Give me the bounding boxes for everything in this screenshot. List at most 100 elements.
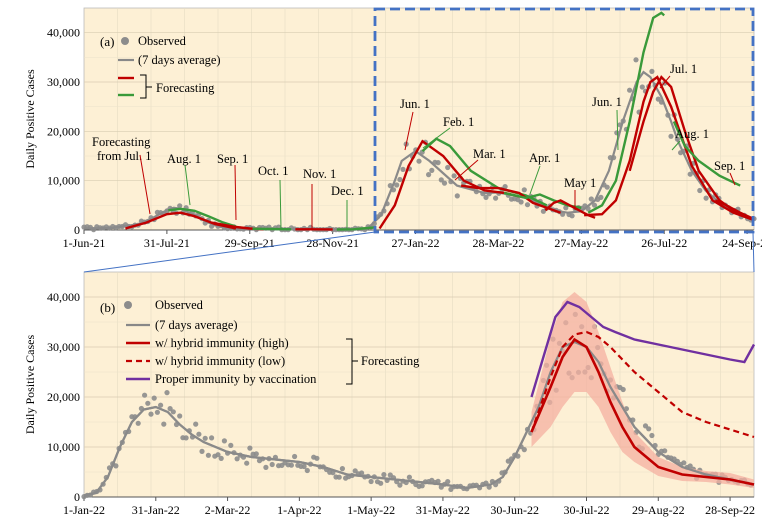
legend-vaccination-b: Proper immunity by vaccination [155, 372, 317, 386]
observed-point [196, 431, 202, 437]
observed-point [381, 472, 387, 478]
x-tick-label-a-7: 26-Jul-22 [641, 236, 687, 250]
observed-point [435, 478, 441, 484]
vaccination-line [530, 300, 756, 398]
annotation-nov1: Nov. 1 [303, 167, 336, 181]
leader-line-0 [139, 154, 151, 215]
observed-point [209, 435, 215, 441]
leader-line-12 [659, 75, 671, 89]
observed-point [244, 460, 250, 466]
y-tick-label-b-4: 40,000 [47, 290, 80, 304]
observed-point [339, 466, 345, 472]
annotation-may1: May 1 [564, 176, 596, 190]
x-tick-label-a-8: 24-Sep-22 [722, 236, 762, 250]
connector-left [83, 231, 376, 273]
forecast-line-1 [168, 207, 237, 228]
y-tick-label-b-2: 20,000 [47, 390, 80, 404]
x-tick-label-a-4: 27-Jan-22 [392, 236, 440, 250]
panel-b: 0 10,000 20,000 30,000 40,000 1-Jan-22 31-Jan-… [23, 271, 756, 517]
average-line-b-top [83, 340, 755, 497]
annotation-jun1-green: Jun. 1 [592, 95, 622, 109]
observed-point [588, 196, 594, 202]
observed-point [378, 480, 384, 486]
observed-point [524, 202, 531, 208]
observed-point [218, 455, 224, 461]
observed-point [161, 421, 167, 427]
observed-point [426, 172, 432, 178]
observed-point [304, 467, 310, 474]
x-tick-label-a-1: 31-Jul-21 [144, 236, 190, 250]
annotation-feb1: Feb. 1 [443, 115, 474, 129]
observed-point [406, 474, 412, 480]
observed-point [429, 167, 435, 173]
observed-point [454, 193, 460, 199]
observed-point [397, 176, 403, 183]
leader-line-13 [671, 140, 681, 151]
observed-point [697, 187, 703, 194]
observed-point [493, 195, 499, 201]
legend-bracket-b [346, 338, 358, 385]
observed-point [215, 452, 221, 458]
leader-line-11 [616, 109, 619, 151]
y-tick-label-a-0: 0 [74, 223, 80, 237]
observed-point [301, 463, 307, 470]
observed-point [202, 435, 208, 441]
forecast-line-11 [587, 11, 665, 214]
legend-observed-marker-a [121, 37, 129, 45]
annotation-sep1-left: Sep. 1 [217, 152, 248, 166]
legend-observed-b: Observed [155, 298, 204, 312]
y-axis-label-b: Daily Positive Cases [23, 335, 37, 435]
observed-point [627, 87, 633, 93]
x-tick-label-a-0: 1-Jun-21 [63, 236, 106, 250]
observed-point [288, 462, 294, 468]
observed-point [438, 177, 444, 183]
y-tick-label-b-0: 0 [74, 490, 80, 504]
observed-point [620, 386, 626, 393]
annotation-aug1-left: Aug. 1 [167, 152, 201, 166]
y-axis-label-a: Daily Positive Cases [23, 69, 37, 169]
x-tick-label-b-7: 30-Jul-22 [564, 503, 610, 517]
legend-low-b: w/ hybrid immunity (low) [155, 354, 285, 368]
observed-point [435, 160, 441, 166]
observed-point [687, 171, 693, 177]
x-tick-label-b-0: 1-Jan-22 [63, 503, 105, 517]
x-tick-label-b-5: 31-May-22 [416, 503, 470, 517]
observed-point [228, 442, 234, 448]
observed-point [234, 456, 240, 462]
forecast-line-13 [628, 75, 741, 217]
x-tick-label-b-9: 28-Sep-22 [705, 503, 755, 517]
observed-point [170, 409, 176, 415]
y-tick-label-a-1: 10,000 [47, 174, 80, 188]
annotation-oct1: Oct. 1 [258, 164, 289, 178]
observed-point [394, 182, 400, 188]
observed-point [687, 463, 693, 469]
observed-point [221, 438, 227, 444]
observed-point [668, 133, 674, 139]
legend-high-b: w/ hybrid immunity (high) [155, 336, 289, 350]
leader-line-3 [279, 179, 282, 230]
observed-point [158, 402, 164, 408]
y-tick-label-a-3: 30,000 [47, 75, 80, 89]
legend-forecasting-a: Forecasting [156, 81, 215, 95]
leader-line-14 [729, 172, 736, 186]
observed-point [314, 455, 320, 461]
observed-point [164, 390, 170, 396]
legend-observed-a: Observed [138, 34, 187, 48]
connector-right [752, 231, 755, 273]
observed-point [604, 184, 610, 190]
observed-point [681, 460, 687, 466]
observed-point [177, 413, 183, 419]
observed-point [247, 445, 253, 451]
observed-point [502, 184, 508, 190]
observed-point [598, 194, 604, 200]
leader-line-1 [184, 164, 191, 206]
observed-point [662, 448, 668, 454]
forecast-line-15 [714, 199, 755, 221]
leader-line-6 [404, 111, 414, 151]
y-tick-label-a-2: 20,000 [47, 124, 80, 138]
panel-a: 0 10,000 20,000 30,000 40,000 1-Jun-21 31-Jul-… [23, 7, 762, 250]
observed-point [253, 451, 259, 457]
panel-label-a: (a) [100, 34, 114, 49]
observed-point [177, 203, 183, 209]
